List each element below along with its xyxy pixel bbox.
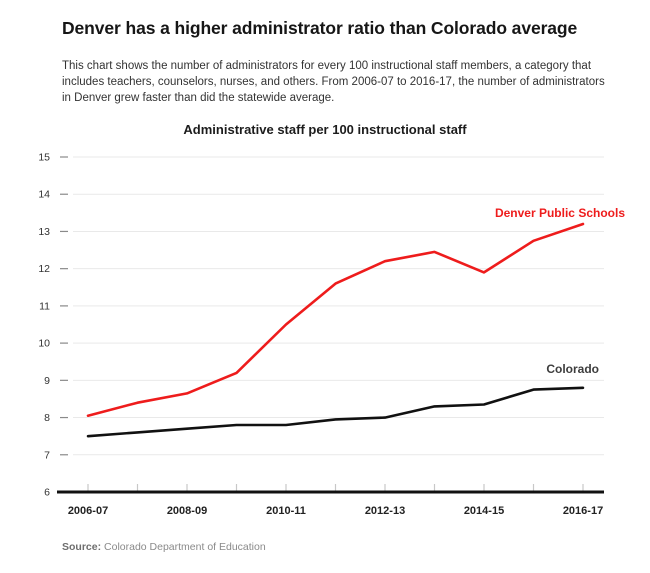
source-note: Source: Colorado Department of Education <box>62 541 266 553</box>
y-axis-tick-label: 9 <box>44 375 50 387</box>
x-axis-tick-label: 2016-17 <box>563 505 603 517</box>
x-axis-tick-label: 2014-15 <box>464 505 504 517</box>
denver-public-schools-line <box>86 222 585 418</box>
y-axis-tick-label: 8 <box>44 412 50 424</box>
y-axis-tick-label: 13 <box>38 226 50 238</box>
x-axis-tick-label: 2006-07 <box>68 505 108 517</box>
source-label: Source: <box>62 541 102 553</box>
x-axis-tick-label: 2008-09 <box>167 505 207 517</box>
colorado-series-label: Colorado <box>546 362 599 376</box>
y-axis-tick-label: 6 <box>44 487 50 499</box>
y-axis-tick-label: 11 <box>39 300 50 312</box>
y-axis-tick-label: 7 <box>44 449 50 461</box>
colorado-line <box>86 386 585 438</box>
x-axis-tick-label: 2010-11 <box>266 505 306 517</box>
chart-title: Administrative staff per 100 instruction… <box>183 122 467 137</box>
chart-headline: Denver has a higher administrator ratio … <box>62 18 578 38</box>
x-axis-tick-label: 2012-13 <box>365 505 405 517</box>
y-axis-tick-label: 14 <box>38 189 50 201</box>
y-axis-tick-label: 10 <box>38 338 50 350</box>
source-text: Colorado Department of Education <box>104 541 266 553</box>
chart-description: This chart shows the number of administr… <box>62 60 605 104</box>
denver-series-label: Denver Public Schools <box>494 206 625 220</box>
y-axis-tick-label: 12 <box>38 263 50 275</box>
y-axis-tick-label: 15 <box>38 152 50 164</box>
